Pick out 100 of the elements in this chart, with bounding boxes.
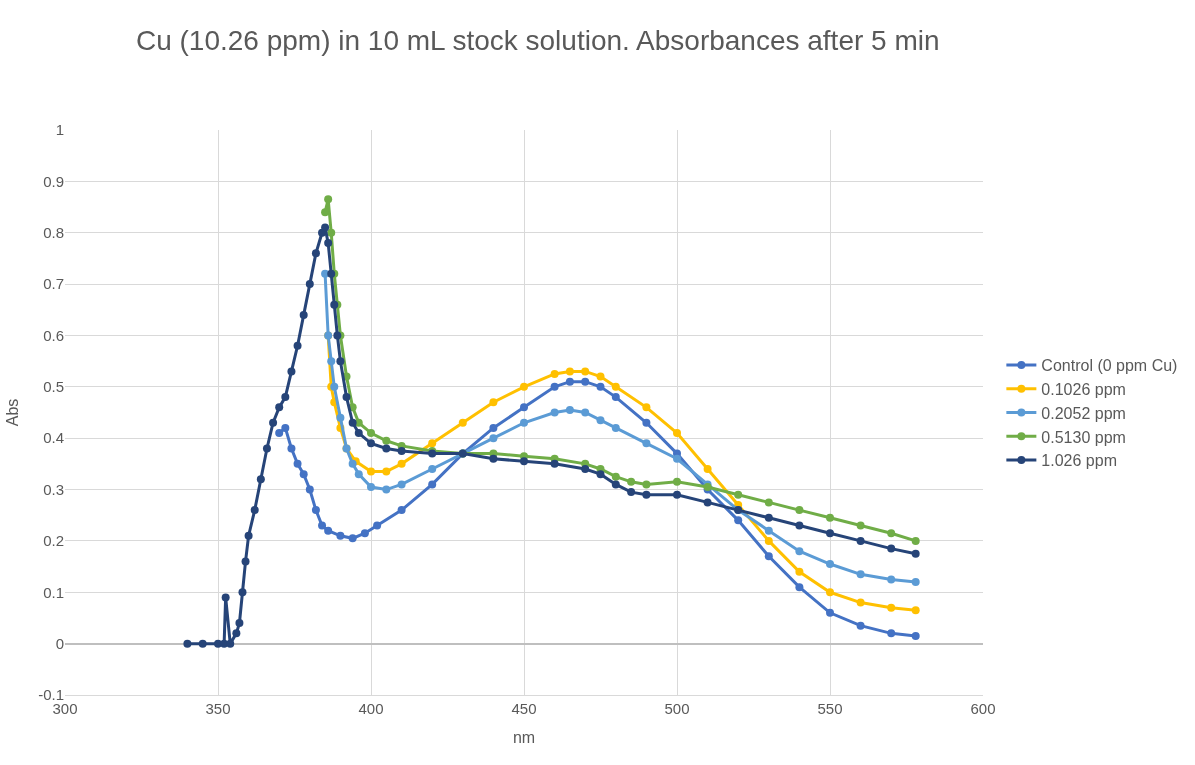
- point: [764, 513, 773, 522]
- point: [520, 403, 528, 412]
- point: [256, 475, 265, 484]
- point: [183, 639, 192, 648]
- point: [911, 631, 920, 640]
- point: [611, 480, 620, 489]
- point: [489, 423, 498, 432]
- point: [642, 439, 651, 448]
- point: [795, 506, 804, 515]
- point: [596, 382, 605, 391]
- point: [221, 593, 230, 602]
- point: [262, 444, 271, 453]
- point: [287, 367, 296, 376]
- point: [856, 598, 865, 607]
- point: [887, 629, 896, 638]
- point: [703, 498, 712, 507]
- x-tick-label: 450: [511, 700, 537, 717]
- point: [382, 436, 391, 445]
- legend-label: Control (0 ppm Cu): [1041, 357, 1178, 375]
- x-axis-title: nm: [512, 728, 536, 746]
- x-tick-label: 500: [664, 700, 690, 717]
- point: [367, 482, 375, 491]
- point: [642, 418, 651, 427]
- point: [596, 470, 605, 479]
- point: [795, 583, 804, 592]
- point: [642, 403, 651, 412]
- point: [911, 578, 920, 586]
- point: [382, 444, 391, 453]
- point: [520, 382, 528, 391]
- point: [520, 457, 528, 466]
- y-tick-label: 0.7: [43, 275, 64, 293]
- point: [324, 239, 333, 247]
- point: [275, 403, 284, 412]
- legend-label: 0.2052 ppm: [1041, 404, 1126, 422]
- point: [382, 467, 391, 476]
- point: [764, 498, 773, 507]
- point: [489, 434, 498, 443]
- point: [348, 418, 357, 427]
- y-tick-label: 1: [55, 121, 64, 139]
- point: [826, 560, 834, 569]
- point: [764, 552, 773, 561]
- point: [887, 529, 896, 538]
- point: [642, 480, 651, 489]
- point: [367, 429, 375, 438]
- point: [856, 536, 865, 545]
- point: [489, 398, 498, 407]
- point: [611, 472, 620, 481]
- legend-label: 1.026 ppm: [1041, 452, 1117, 470]
- point: [673, 490, 681, 499]
- y-axis-title: Abs: [4, 398, 22, 427]
- point: [397, 506, 406, 515]
- y-tick-label: 0.9: [43, 172, 64, 190]
- point: [354, 470, 363, 479]
- point: [581, 408, 590, 417]
- point: [373, 521, 382, 530]
- point: [360, 529, 369, 538]
- point: [795, 521, 804, 530]
- point: [324, 195, 333, 204]
- point: [321, 223, 330, 232]
- point: [287, 444, 296, 453]
- point: [382, 485, 391, 494]
- point: [336, 413, 345, 422]
- point: [826, 588, 834, 597]
- y-tick-label: 0.4: [43, 429, 64, 447]
- point: [520, 418, 528, 427]
- point: [611, 423, 620, 432]
- point: [581, 367, 590, 376]
- point: [826, 513, 834, 522]
- point: [489, 454, 498, 463]
- point: [293, 459, 302, 468]
- point: [887, 544, 896, 553]
- point: [342, 393, 351, 402]
- point: [293, 341, 302, 350]
- point: [275, 429, 284, 438]
- point: [550, 408, 559, 417]
- point: [458, 418, 467, 427]
- x-tick-label: 400: [358, 700, 384, 717]
- point: [299, 310, 308, 319]
- point: [299, 470, 308, 479]
- point: [764, 536, 773, 545]
- x-tick-label: 600: [970, 700, 996, 717]
- point: [281, 423, 290, 432]
- point: [565, 367, 574, 376]
- point: [795, 567, 804, 576]
- point: [324, 526, 333, 535]
- point: [336, 357, 345, 366]
- point: [611, 393, 620, 402]
- point: [305, 280, 314, 289]
- point: [826, 608, 834, 617]
- point: [397, 459, 406, 468]
- point: [565, 377, 574, 386]
- point: [354, 429, 363, 438]
- y-tick-label: 0.1: [43, 583, 64, 601]
- point: [596, 372, 605, 381]
- point: [734, 490, 743, 499]
- point: [611, 382, 620, 391]
- point: [235, 619, 244, 628]
- y-tick-label: 0.8: [43, 223, 64, 241]
- point: [734, 516, 743, 525]
- y-tick-label: 0.6: [43, 326, 64, 344]
